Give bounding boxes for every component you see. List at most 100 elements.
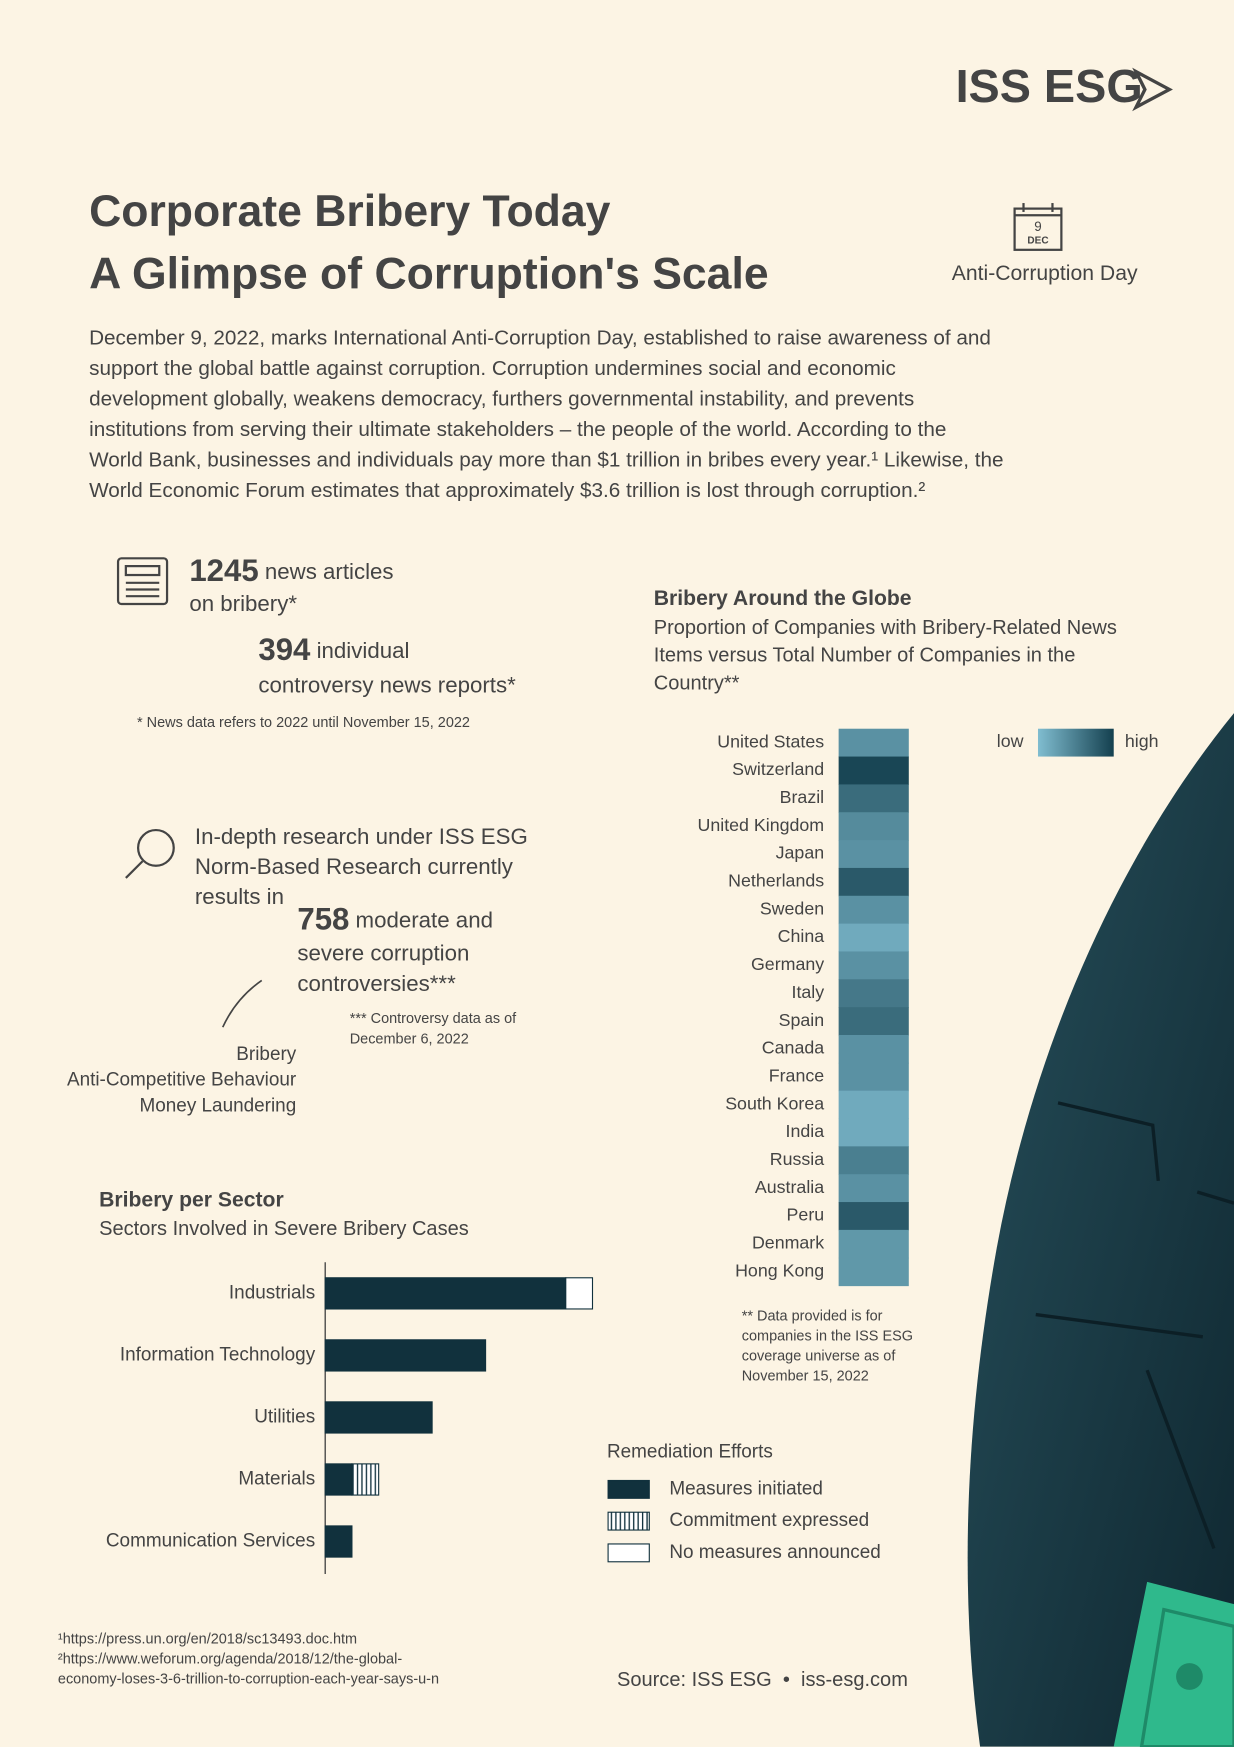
row-label: Japan	[776, 843, 824, 863]
calendar-month: DEC	[1027, 236, 1048, 247]
stat-text: controversy news reports*	[258, 672, 516, 697]
intro-line: World Economic Forum estimates that appr…	[89, 479, 925, 502]
research-text: In-depth research under ISS ESG	[195, 824, 528, 849]
note: *** Controversy data as of	[350, 1011, 517, 1027]
charts: Bribery Around the Globe Proportion of Co…	[99, 587, 1159, 1575]
newspaper-icon	[116, 557, 169, 606]
heat-cell	[838, 1090, 909, 1120]
heat-cell	[838, 784, 909, 813]
stat-articles: 1245 news articles	[189, 553, 393, 588]
heat-cell	[838, 1174, 909, 1203]
magnifier-icon	[125, 828, 175, 879]
heat-cell	[838, 867, 909, 897]
intro-line: December 9, 2022, marks International An…	[89, 326, 991, 349]
event-label: Anti-Corruption Day	[952, 262, 1138, 285]
row-label: Sweden	[760, 898, 824, 918]
legend-label: high	[1125, 731, 1159, 751]
heat-cell	[838, 1007, 909, 1036]
topic: Bribery	[236, 1044, 296, 1065]
heat-cell	[838, 979, 909, 1008]
logo: ISS ESG	[956, 60, 1143, 112]
bar-segment	[324, 1339, 487, 1372]
legend-label: No measures announced	[669, 1542, 880, 1563]
heat-cell	[838, 951, 909, 980]
row-label: Germany	[751, 954, 824, 974]
category-label: Materials	[238, 1468, 315, 1489]
row-label: Spain	[779, 1010, 825, 1030]
category-label: Information Technology	[120, 1344, 316, 1365]
row-label: Australia	[755, 1177, 824, 1197]
category-label: Communication Services	[106, 1531, 315, 1552]
row-label: Russia	[770, 1149, 825, 1169]
legend-label: Commitment expressed	[669, 1510, 869, 1531]
research-text: Norm-Based Research currently	[195, 854, 514, 879]
intro-line: World Bank, businesses and individuals p…	[89, 448, 1003, 471]
heat-cell	[838, 1229, 909, 1259]
heat-cell	[838, 895, 909, 925]
bar-segment	[324, 1525, 353, 1558]
research-text: results in	[195, 884, 284, 909]
chart-subtitle: Country**	[654, 672, 740, 694]
chart-title: Bribery per Sector	[99, 1189, 284, 1212]
decoration	[967, 713, 1234, 1747]
row-label: Denmark	[752, 1233, 824, 1253]
note: * News data refers to 2022 until Novembe…	[137, 715, 470, 731]
heat-cell	[838, 1034, 909, 1064]
bar-segment	[324, 1277, 567, 1310]
stat-number: 758	[297, 902, 349, 937]
note: December 6, 2022	[350, 1031, 469, 1047]
intro-line: development globally, weakens democracy,…	[89, 387, 914, 410]
stat-reports: 394 individual	[258, 632, 409, 667]
stat-controversies: 758 moderate and	[297, 902, 493, 937]
stat-text: moderate and	[349, 907, 493, 932]
heat-cell	[838, 756, 909, 785]
note: ** Data provided is for	[742, 1309, 883, 1325]
row-label: United States	[717, 731, 824, 751]
heat-cell	[838, 1146, 909, 1175]
heat-cell	[838, 728, 909, 758]
row-label: Peru	[787, 1205, 825, 1225]
note: November 15, 2022	[742, 1369, 869, 1385]
color-scale	[1037, 728, 1114, 757]
row-label: Switzerland	[732, 759, 824, 779]
row-label: Italy	[792, 982, 825, 1002]
legend-label: low	[997, 731, 1024, 751]
legend-swatch	[607, 1479, 650, 1499]
intro-line: support the global battle against corrup…	[89, 357, 896, 380]
calendar-day: 9	[1034, 219, 1041, 234]
intro-line: institutions from serving their ultimate…	[89, 418, 946, 441]
footnote: ²https://www.weforum.org/agenda/2018/12/…	[58, 1652, 402, 1668]
heat-cell	[838, 840, 909, 869]
heat-cell	[838, 812, 909, 841]
heat-cell	[838, 1062, 909, 1092]
bar-segment	[324, 1401, 433, 1434]
bar-segment	[324, 1463, 353, 1496]
topic: Anti-Competitive Behaviour	[67, 1070, 296, 1091]
category-label: Utilities	[254, 1406, 315, 1427]
legend-swatch	[607, 1511, 650, 1531]
stat-text: news articles	[259, 559, 394, 584]
row-label: Hong Kong	[735, 1260, 824, 1280]
row-label: China	[778, 926, 825, 946]
row-label: France	[769, 1065, 824, 1085]
heat-cell	[838, 923, 909, 953]
footnote: economy-loses-3-6-trillion-to-corruption…	[58, 1672, 439, 1688]
row-label: South Korea	[725, 1093, 824, 1113]
stat-text: severe corruption	[297, 941, 469, 966]
stat-text: on bribery*	[189, 591, 297, 616]
note: companies in the ISS ESG	[742, 1329, 913, 1345]
chart-subtitle: Proportion of Companies with Bribery-Rel…	[654, 617, 1117, 639]
heat-cell	[838, 1257, 909, 1287]
stat-text: controversies***	[297, 971, 456, 996]
legend-swatch	[607, 1543, 650, 1563]
bar-segment	[351, 1463, 380, 1496]
stat-text: individual	[310, 638, 409, 663]
row-label: Canada	[762, 1038, 824, 1058]
row-label: Brazil	[780, 787, 825, 807]
row-label: Netherlands	[728, 871, 824, 891]
bar-segment	[565, 1277, 594, 1310]
legend-title: Remediation Efforts	[607, 1442, 773, 1463]
